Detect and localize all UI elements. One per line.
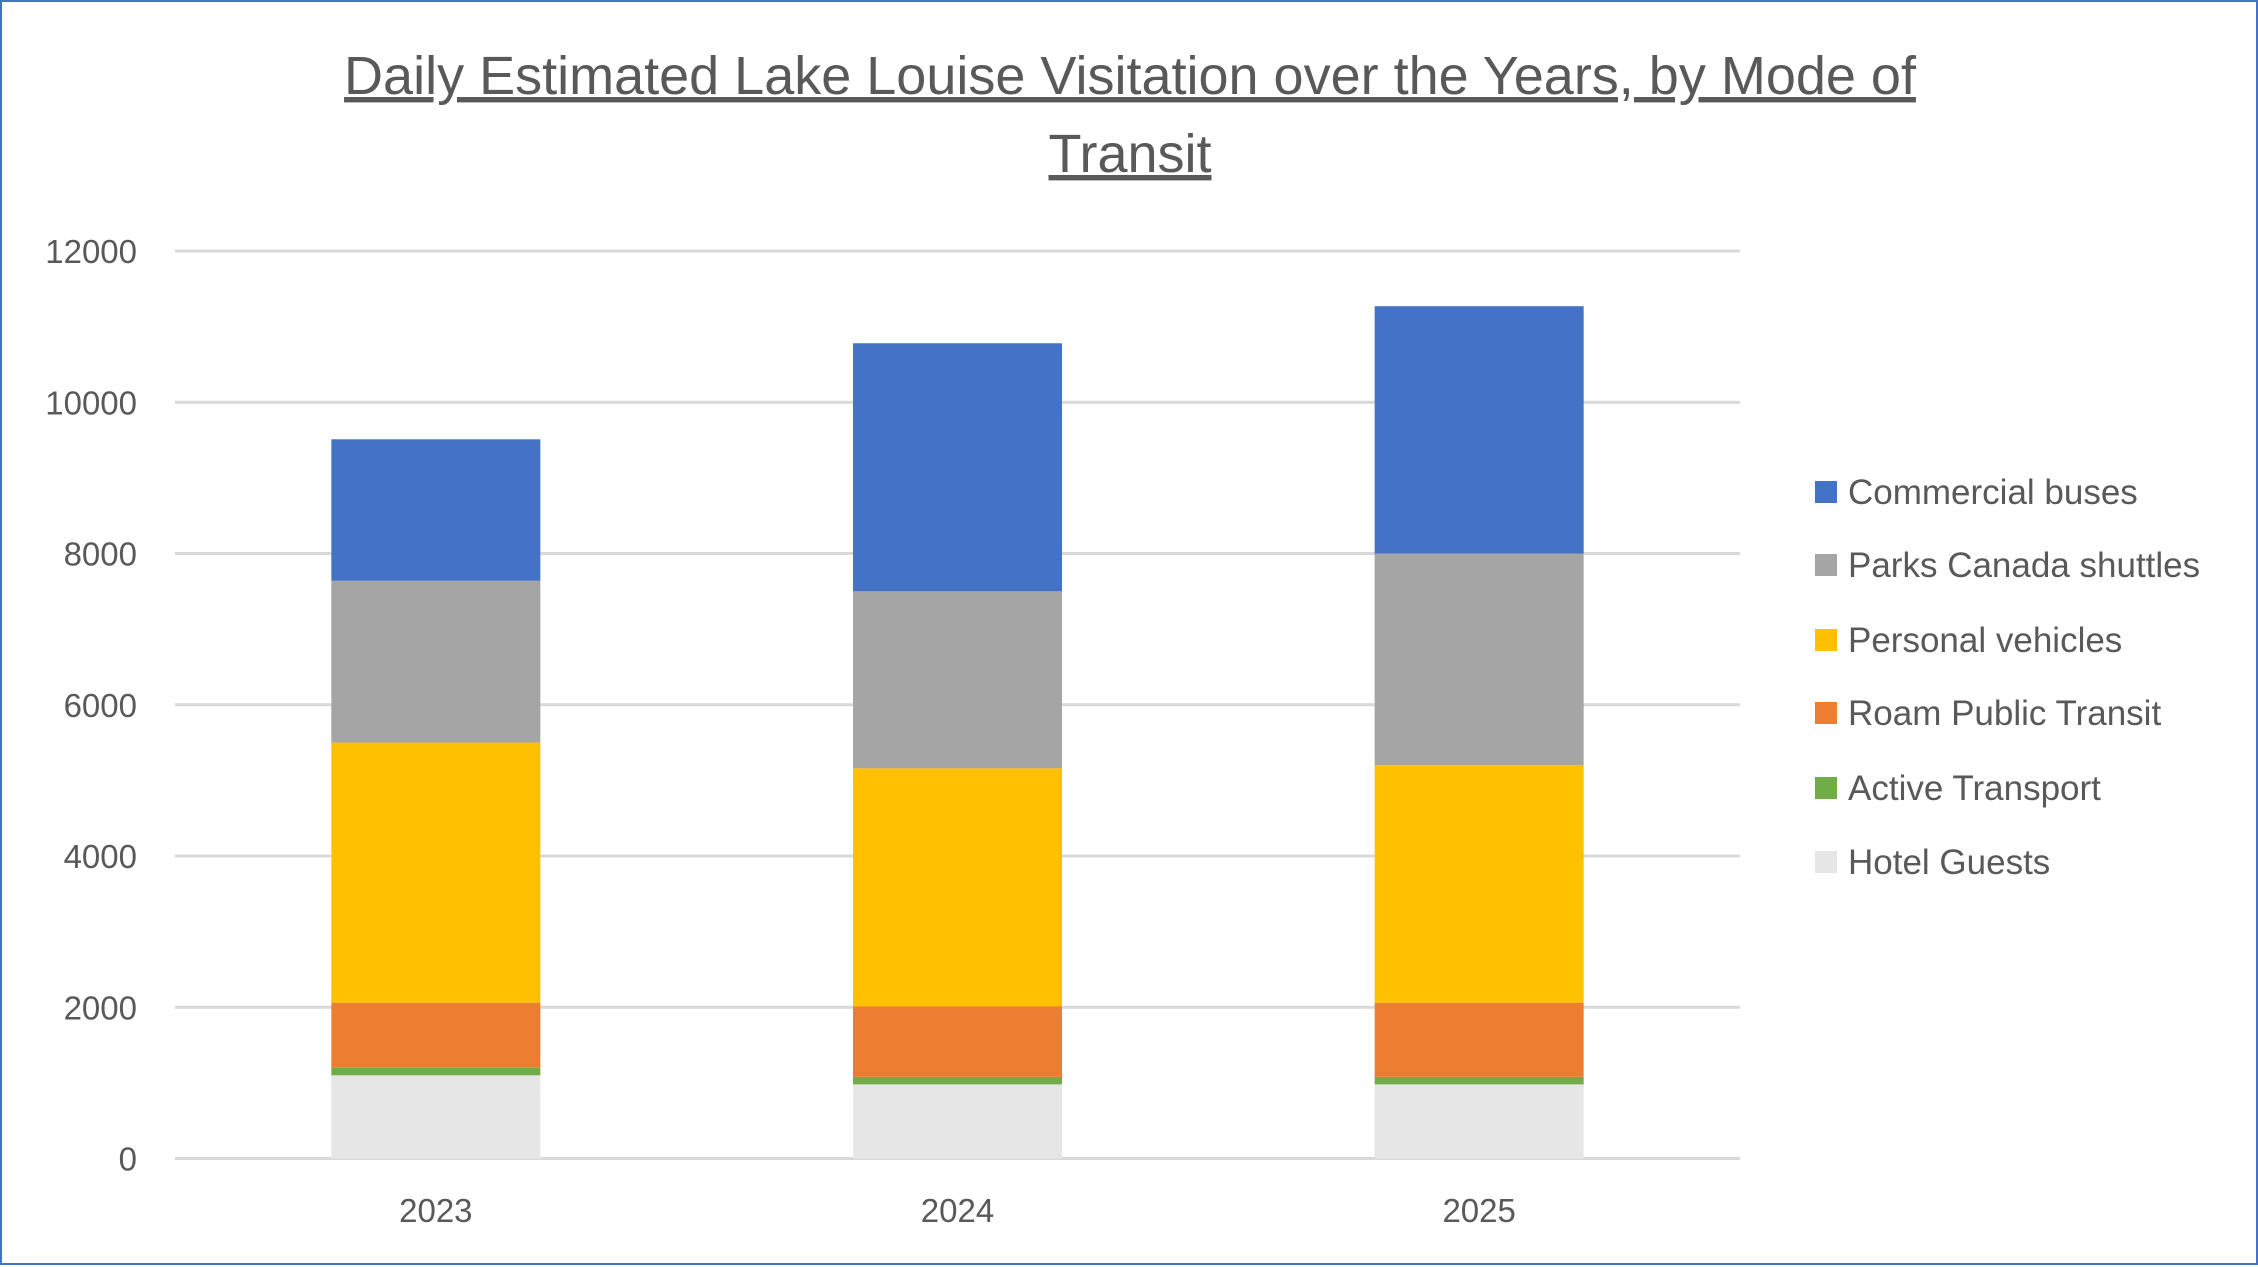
bar-segment-roam-public-transit-2024 [853, 1006, 1062, 1077]
y-tick-label: 12000 [45, 233, 137, 270]
legend-swatch [1815, 777, 1837, 799]
y-tick-label: 2000 [64, 989, 137, 1026]
bar-segment-parks-canada-shuttles-2024 [853, 591, 1062, 769]
x-tick-label: 2025 [1442, 1192, 1515, 1229]
legend-label: Parks Canada shuttles [1848, 546, 2200, 585]
legend-label: Commercial buses [1848, 473, 2138, 512]
legend-swatch [1815, 851, 1837, 873]
bar-segment-active-transport-2024 [853, 1076, 1062, 1085]
legend-swatch [1815, 554, 1837, 576]
bar-segment-personal-vehicles-2025 [1374, 765, 1584, 1003]
bar-segment-roam-public-transit-2025 [1374, 1002, 1584, 1077]
y-tick-label: 8000 [64, 536, 137, 573]
bar-segment-hotel-guests-2023 [331, 1075, 541, 1159]
bar-segment-hotel-guests-2025 [1374, 1084, 1584, 1159]
legend-swatch [1815, 481, 1837, 503]
bar-segment-parks-canada-shuttles-2023 [331, 580, 541, 743]
legend-item: Parks Canada shuttles [1815, 546, 2200, 585]
y-tick-label: 10000 [45, 384, 137, 421]
y-tick-label: 4000 [64, 838, 137, 875]
legend-label: Hotel Guests [1848, 843, 2050, 882]
bar-segment-active-transport-2023 [331, 1067, 541, 1076]
legend-item: Roam Public Transit [1815, 694, 2161, 733]
legend-label: Roam Public Transit [1848, 694, 2161, 733]
bar-segment-hotel-guests-2024 [853, 1084, 1062, 1159]
y-tick-label: 6000 [64, 687, 137, 724]
legend-item: Active Transport [1815, 769, 2101, 808]
legend-label: Personal vehicles [1848, 621, 2122, 660]
legend-item: Hotel Guests [1815, 843, 2050, 882]
legend-label: Active Transport [1848, 769, 2101, 808]
legend-item: Personal vehicles [1815, 621, 2122, 660]
bar-segment-parks-canada-shuttles-2025 [1374, 553, 1584, 766]
bar-segment-commercial-buses-2023 [331, 439, 541, 581]
chart-title-line-2: Transit [1048, 124, 1211, 184]
chart-title-line-1: Daily Estimated Lake Louise Visitation o… [344, 46, 1917, 106]
legend-swatch [1815, 702, 1837, 724]
bar-segment-active-transport-2025 [1374, 1076, 1584, 1085]
legend-item: Commercial buses [1815, 473, 2138, 512]
bar-segment-commercial-buses-2024 [853, 343, 1062, 592]
x-tick-label: 2024 [921, 1192, 994, 1229]
bar-segment-commercial-buses-2025 [1374, 306, 1584, 554]
y-tick-label: 0 [119, 1141, 137, 1178]
bar-segment-personal-vehicles-2024 [853, 768, 1062, 1007]
legend-swatch [1815, 629, 1837, 651]
x-tick-label: 2023 [399, 1192, 472, 1229]
bar-segment-roam-public-transit-2023 [331, 1002, 541, 1068]
bar-segment-personal-vehicles-2023 [331, 742, 541, 1003]
